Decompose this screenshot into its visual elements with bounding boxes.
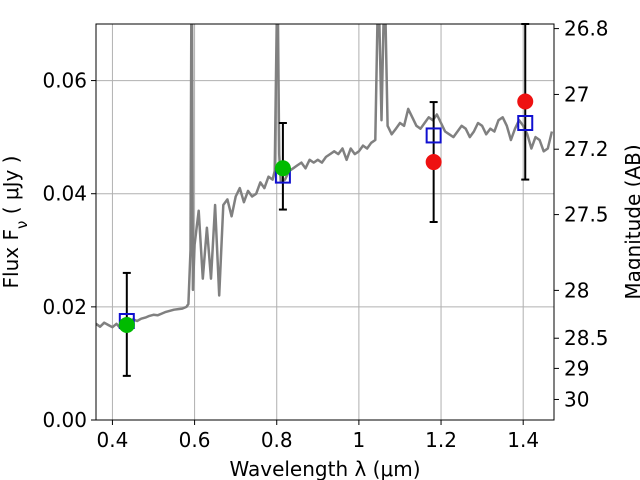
right-tick-label: 28.5 [564, 326, 609, 350]
y-tick-label: 0.04 [42, 182, 87, 206]
x-tick-label: 1.2 [425, 428, 457, 452]
observed-point [425, 154, 442, 171]
right-axis-ticks: 26.8 27 27.2 27.5 28 28.5 29 30 [554, 17, 609, 411]
x-tick-label: 0.4 [97, 428, 129, 452]
y-tick-label: 0.06 [42, 69, 87, 93]
right-axis-label: Magnitude (AB) [621, 144, 640, 299]
x-tick-label: 0.6 [179, 428, 211, 452]
spectrum-layer [96, 24, 554, 330]
right-tick-label: 29 [564, 356, 589, 380]
model-point [425, 127, 442, 144]
y-tick-label: 0.00 [42, 408, 87, 432]
x-axis-ticks: 0.4 0.6 0.8 1 1.2 1.4 [97, 420, 539, 452]
right-tick-label: 26.8 [564, 17, 609, 41]
observed-point [118, 316, 135, 333]
x-tick-label: 0.8 [261, 428, 293, 452]
right-tick-label: 28 [564, 278, 589, 302]
plot-frame [95, 23, 555, 421]
right-tick-label: 27.2 [564, 137, 609, 161]
observed-point [274, 160, 291, 177]
spectrum-line [96, 24, 554, 330]
y-tick-label: 0.02 [42, 295, 87, 319]
right-tick-label: 27 [564, 82, 589, 106]
y-axis-label: Flux Fν ( μJy ) [0, 156, 31, 289]
model-point [517, 115, 534, 131]
right-tick-label: 27.5 [564, 203, 609, 227]
right-tick-label: 30 [564, 387, 589, 411]
y-axis-ticks: 0.00 0.02 0.04 0.06 [42, 69, 96, 432]
x-axis-label: Wavelength λ (μm) [229, 457, 420, 480]
x-tick-label: 1.4 [507, 428, 539, 452]
points-layer [118, 23, 534, 377]
x-tick-label: 1 [353, 428, 366, 452]
observed-point [517, 93, 534, 110]
